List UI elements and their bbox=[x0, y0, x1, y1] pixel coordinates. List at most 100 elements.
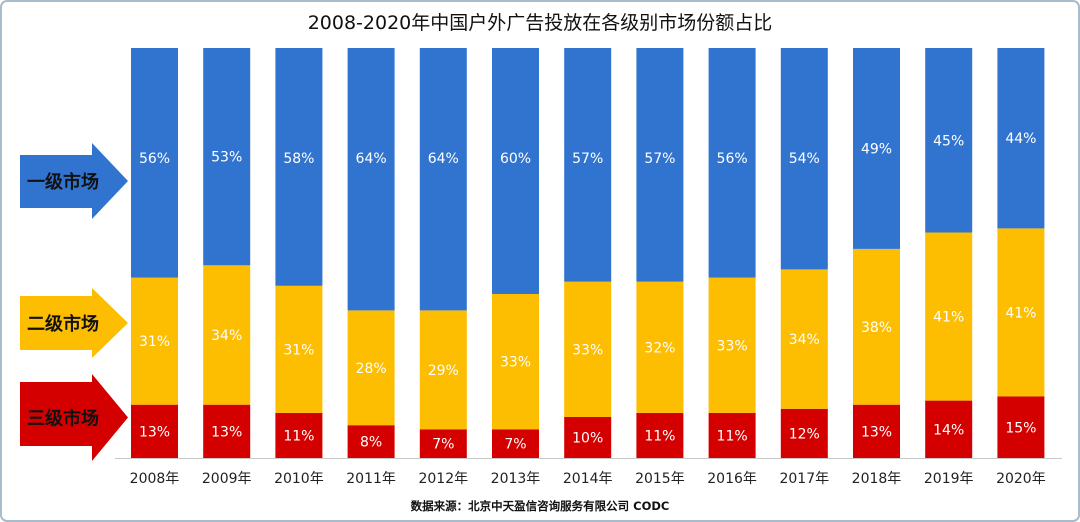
bar-segment-2011年-二级市场 bbox=[347, 310, 395, 426]
legend-label: 二级市场 bbox=[27, 313, 99, 335]
data-label: 28% bbox=[356, 361, 387, 377]
bar-segment-2018年-一级市场 bbox=[853, 48, 900, 249]
bar-segment-2012年-二级市场 bbox=[419, 310, 467, 430]
data-label: 41% bbox=[1005, 305, 1036, 321]
bar-segment-2020年-三级市场 bbox=[997, 396, 1045, 458]
bar-segment-2011年-一级市场 bbox=[347, 48, 395, 311]
bar-segment-2017年-一级市场 bbox=[780, 48, 828, 270]
data-label: 13% bbox=[211, 424, 242, 440]
bar-segment-2020年-一级市场 bbox=[997, 48, 1045, 229]
data-label: 33% bbox=[717, 338, 748, 354]
bar-segment-2012年-三级市场 bbox=[419, 429, 467, 458]
bar-segment-2016年-三级市场 bbox=[708, 412, 756, 458]
bar-segment-2017年-二级市场 bbox=[780, 269, 828, 409]
bar-segment-2015年-三级市场 bbox=[636, 412, 684, 458]
bar-segment-2017年-三级市场 bbox=[780, 408, 828, 458]
data-label: 54% bbox=[789, 151, 820, 167]
legend-label: 一级市场 bbox=[27, 171, 99, 193]
data-label: 44% bbox=[1005, 131, 1036, 147]
bar-segment-2018年-二级市场 bbox=[853, 248, 900, 405]
bar-segment-2009年-一级市场 bbox=[203, 48, 251, 266]
bar-segment-2010年-二级市场 bbox=[275, 285, 323, 413]
bar-segment-2016年-二级市场 bbox=[708, 277, 756, 413]
x-tick-label: 2014年 bbox=[563, 471, 613, 487]
data-label: 45% bbox=[933, 133, 964, 149]
bar-segment-2008年-三级市场 bbox=[131, 404, 178, 458]
data-label: 64% bbox=[356, 151, 387, 167]
bar-segment-2018年-三级市场 bbox=[853, 404, 900, 458]
bar-segment-2015年-一级市场 bbox=[636, 48, 684, 282]
x-tick-label: 2010年 bbox=[274, 471, 324, 487]
data-label: 49% bbox=[861, 141, 892, 157]
chart-title: 2008-2020年中国户外广告投放在各级别市场份额占比 bbox=[308, 12, 773, 34]
x-tick-labels: 2008年 2009年 2010年 2011年 2012年 2013年 2014年 2015年… bbox=[130, 471, 1046, 487]
bar-segment-2014年-三级市场 bbox=[564, 417, 612, 458]
data-label: 56% bbox=[717, 151, 748, 167]
data-label: 34% bbox=[789, 332, 820, 348]
bar-segment-2008年-二级市场 bbox=[131, 277, 178, 405]
bar-segment-2015年-二级市场 bbox=[636, 281, 684, 413]
data-label: 13% bbox=[861, 424, 892, 440]
data-label: 7% bbox=[432, 437, 454, 453]
bar-segment-2019年-二级市场 bbox=[925, 232, 973, 401]
data-label: 31% bbox=[283, 342, 314, 358]
data-label: 58% bbox=[283, 151, 314, 167]
bar-segment-2014年-一级市场 bbox=[564, 48, 612, 282]
bar-segment-2010年-一级市场 bbox=[275, 48, 323, 286]
data-label: 34% bbox=[211, 328, 242, 344]
data-label: 14% bbox=[933, 422, 964, 438]
x-tick-label: 2018年 bbox=[852, 471, 902, 487]
x-tick-label: 2012年 bbox=[418, 471, 468, 487]
bar-segment-2016年-一级市场 bbox=[708, 48, 756, 278]
data-label: 33% bbox=[572, 342, 603, 358]
legend-label: 三级市场 bbox=[27, 408, 99, 430]
bar-segment-2014年-二级市场 bbox=[564, 281, 612, 417]
data-label: 38% bbox=[861, 320, 892, 336]
bar-segment-2008年-一级市场 bbox=[131, 48, 178, 278]
data-label: 64% bbox=[428, 151, 459, 167]
data-label: 7% bbox=[504, 437, 526, 453]
bars-group: 13% 31% 56% 13% 34% 53% 11% 31% 58% 8% 28% 64% 7% 29%… bbox=[131, 48, 1045, 458]
x-tick-label: 2020年 bbox=[996, 471, 1046, 487]
bar-segment-2019年-三级市场 bbox=[925, 400, 973, 458]
data-label: 13% bbox=[139, 424, 170, 440]
data-label: 57% bbox=[572, 151, 603, 167]
data-label: 8% bbox=[360, 435, 382, 451]
bar-segment-2019年-一级市场 bbox=[925, 48, 973, 233]
data-label: 10% bbox=[572, 431, 603, 447]
bar-segment-2009年-三级市场 bbox=[203, 404, 251, 458]
data-label: 11% bbox=[644, 428, 675, 444]
data-label: 11% bbox=[717, 428, 748, 444]
bar-segment-2011年-三级市场 bbox=[347, 425, 395, 458]
x-tick-label: 2016年 bbox=[707, 471, 757, 487]
data-label: 32% bbox=[644, 340, 675, 356]
data-label: 15% bbox=[1005, 420, 1036, 436]
bar-segment-2013年-二级市场 bbox=[492, 294, 539, 430]
x-tick-label: 2015年 bbox=[635, 471, 685, 487]
data-label: 53% bbox=[211, 150, 242, 166]
x-tick-label: 2011年 bbox=[346, 471, 396, 487]
data-label: 31% bbox=[139, 334, 170, 350]
x-tick-label: 2009年 bbox=[202, 471, 252, 487]
x-tick-label: 2013年 bbox=[491, 471, 541, 487]
data-label: 56% bbox=[139, 151, 170, 167]
legend-arrow-icon bbox=[20, 288, 128, 358]
bar-segment-2010年-三级市场 bbox=[275, 412, 323, 458]
legend-arrow-icon bbox=[20, 143, 128, 219]
source-note: 数据来源：北京中天盈信咨询服务有限公司 CODC bbox=[411, 499, 670, 513]
data-label: 60% bbox=[500, 151, 531, 167]
data-label: 41% bbox=[933, 310, 964, 326]
x-tick-label: 2017年 bbox=[779, 471, 829, 487]
data-label: 57% bbox=[644, 151, 675, 167]
legend-arrow-icon bbox=[20, 374, 128, 461]
x-tick-label: 2008年 bbox=[130, 471, 180, 487]
bar-segment-2012年-一级市场 bbox=[419, 48, 467, 311]
bar-segment-2009年-二级市场 bbox=[203, 265, 251, 405]
bar-segment-2013年-三级市场 bbox=[492, 429, 539, 458]
data-label: 11% bbox=[283, 428, 314, 444]
data-label: 12% bbox=[789, 426, 820, 442]
data-label: 33% bbox=[500, 355, 531, 371]
bar-segment-2013年-一级市场 bbox=[492, 48, 539, 294]
